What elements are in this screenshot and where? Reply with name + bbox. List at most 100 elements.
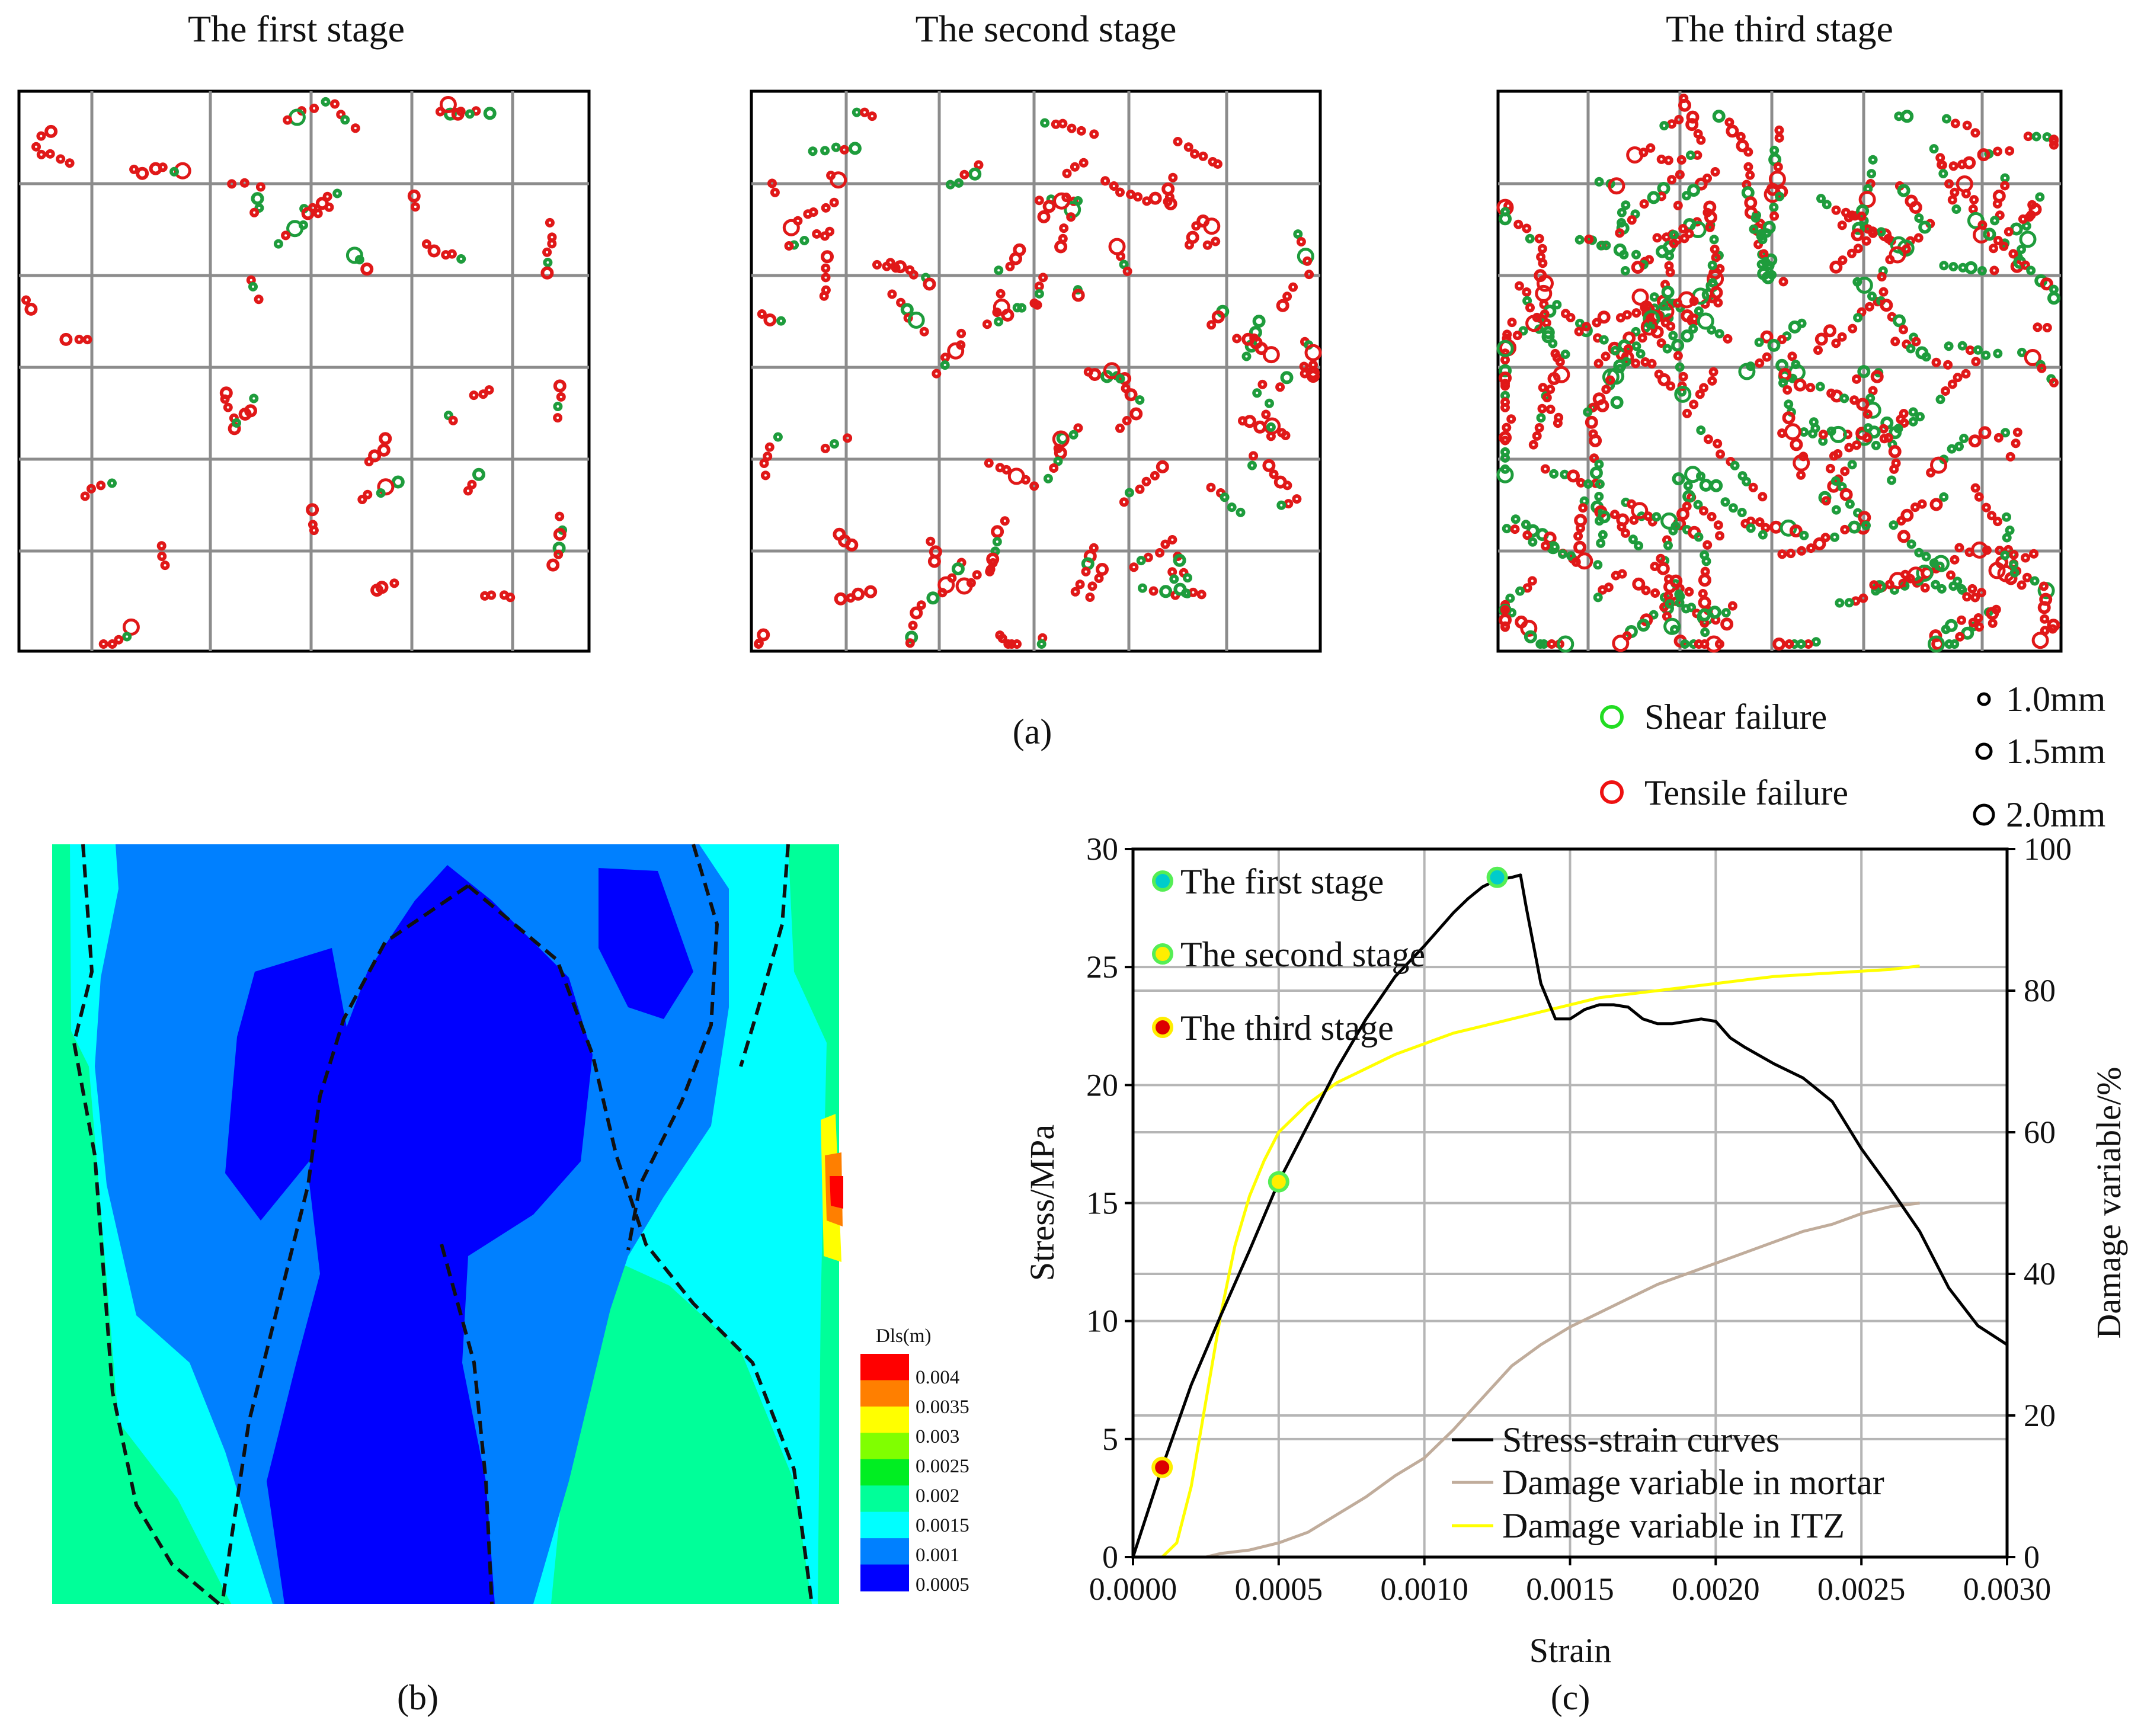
shear-crack	[321, 97, 331, 107]
tensile-crack	[1856, 398, 1870, 411]
shear-crack	[2017, 347, 2027, 357]
tensile-crack	[238, 408, 252, 421]
shear-crack	[1737, 508, 1747, 517]
shear-crack	[1784, 399, 1794, 409]
tensile-crack	[845, 538, 859, 552]
colorbar-step	[860, 1485, 909, 1513]
tensile-crack	[1545, 404, 1556, 414]
shear-crack	[543, 258, 553, 267]
shear-crack	[1276, 500, 1286, 510]
tensile-crack	[1813, 345, 1823, 355]
tensile-crack	[1946, 570, 1956, 580]
tensile-crack	[1156, 460, 1169, 473]
tensile-crack	[1774, 133, 1784, 143]
tensile-crack	[1650, 562, 1660, 571]
shear-crack	[1634, 541, 1644, 551]
tensile-crack	[1743, 147, 1753, 157]
tensile-crack	[540, 266, 554, 280]
tensile-crack	[1281, 431, 1291, 440]
tensile-crack	[2033, 322, 2043, 332]
shear-crack	[1621, 200, 1631, 210]
tensile-crack	[1743, 162, 1753, 172]
tensile-crack	[1821, 496, 1831, 506]
tensile-crack	[1962, 592, 1972, 602]
shear-crack	[1707, 325, 1717, 335]
tensile-crack	[1755, 219, 1765, 229]
tensile-crack	[1506, 414, 1516, 424]
shear-crack	[1758, 530, 1768, 540]
tensile-crack	[1982, 545, 1992, 555]
tensile-crack	[21, 295, 31, 305]
colorbar-step	[860, 1354, 909, 1381]
tensile-crack	[1870, 370, 1884, 383]
tensile-crack	[1909, 201, 1922, 214]
tensile-crack	[1844, 443, 1854, 453]
tensile-crack	[754, 639, 763, 649]
y-tick-label: 0	[1102, 1539, 1118, 1575]
tensile-crack	[1837, 332, 1847, 342]
tensile-crack	[1071, 289, 1085, 302]
tensile-crack	[2008, 249, 2018, 259]
shear-crack	[1159, 585, 1173, 598]
shear-crack	[1696, 471, 1705, 481]
shear-crack	[1848, 520, 1861, 534]
shear-crack	[483, 107, 497, 120]
shear-crack	[1937, 584, 1947, 594]
tensile-crack	[1674, 114, 1684, 124]
tensile-crack	[1831, 338, 1841, 348]
tensile-crack	[1539, 299, 1549, 309]
shear-crack	[1831, 505, 1841, 515]
tensile-crack	[1542, 393, 1552, 403]
shear-crack	[1619, 249, 1629, 260]
shear-crack	[1900, 110, 1914, 123]
shear-crack	[1499, 212, 1512, 226]
tensile-crack	[309, 526, 319, 536]
x-tick-label: 0.0010	[1380, 1571, 1468, 1607]
shear-crack	[2000, 550, 2010, 560]
tensile-crack	[2042, 323, 2052, 332]
tensile-crack	[1973, 226, 1990, 244]
tensile-crack	[1576, 523, 1585, 533]
tensile-crack	[1689, 399, 1699, 409]
x-tick-label: 0.0020	[1672, 1571, 1760, 1607]
tensile-crack	[1522, 223, 1532, 233]
shear-crack	[1536, 413, 1546, 423]
tensile-crack	[2049, 140, 2059, 150]
tensile-crack	[1206, 482, 1216, 492]
shear-crack	[1941, 624, 1951, 635]
tensile-crack	[1601, 351, 1611, 361]
tensile-crack	[763, 313, 777, 326]
colorbar-step	[860, 1564, 909, 1591]
tensile-crack	[1947, 195, 1957, 205]
tensile-crack	[107, 639, 117, 649]
tensile-crack	[80, 491, 90, 501]
tensile-crack	[1109, 181, 1119, 191]
tensile-crack	[1643, 511, 1653, 521]
tensile-crack	[1673, 200, 1683, 210]
tensile-crack	[1168, 172, 1178, 182]
tensile-crack	[1500, 402, 1510, 412]
shear-crack	[1583, 407, 1593, 417]
shear-crack	[1728, 503, 1738, 513]
shear-crack	[1694, 306, 1704, 316]
tensile-crack	[1262, 459, 1276, 472]
tensile-crack	[1759, 249, 1769, 259]
tensile-crack	[1778, 277, 1788, 287]
tensile-crack	[1164, 197, 1177, 210]
colorbar: Dls(m) 0.004 0.0035 0.003 0.0025 0.002 0…	[860, 1325, 969, 1596]
tensile-crack	[1900, 508, 1914, 522]
tensile-crack	[803, 209, 813, 219]
shear-crack	[945, 180, 955, 190]
tensile-crack	[1020, 475, 1031, 485]
shear-crack	[1652, 512, 1662, 522]
tensile-crack	[2017, 580, 2027, 590]
tensile-crack	[156, 541, 167, 551]
shear-crack	[1845, 499, 1855, 509]
tensile-crack	[1839, 488, 1853, 501]
tensile-crack	[1566, 313, 1576, 322]
tensile-crack	[1528, 440, 1538, 450]
shear-crack	[1700, 627, 1710, 638]
colorbar-label-6: 0.001	[916, 1545, 959, 1566]
shear-crack	[1665, 251, 1675, 261]
tensile-crack	[1684, 229, 1694, 239]
